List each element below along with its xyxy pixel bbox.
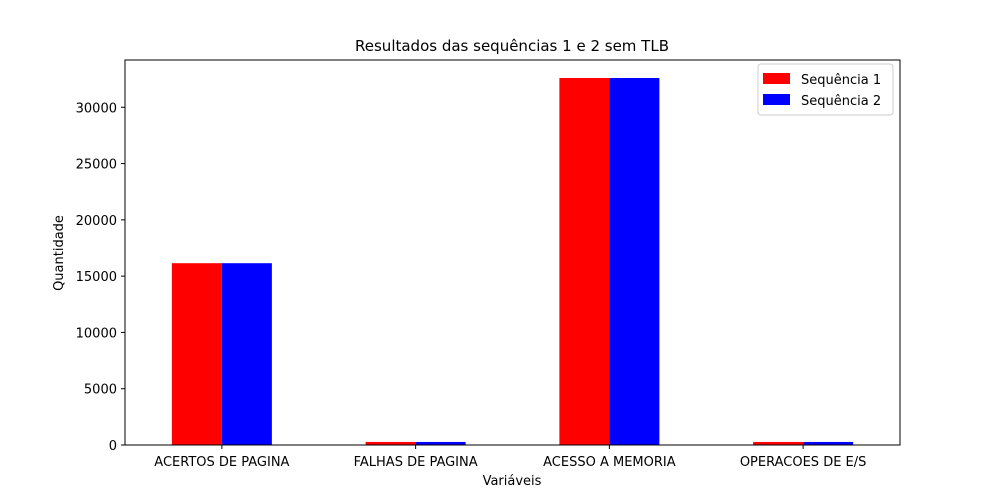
plot-area: ACERTOS DE PAGINA FALHAS DE PAGINA ACESSO … [76,59,901,470]
legend-swatch [763,94,790,105]
y-tick-label: 20000 [76,214,117,229]
x-axis-label: Variáveis [483,474,542,489]
bar [415,441,466,445]
y-tick-label: 30000 [76,101,117,116]
x-tick-label: ACESSO A MEMORIA [543,455,676,470]
legend-swatch [763,73,790,84]
chart-title: Resultados das sequências 1 e 2 sem TLB [355,37,669,55]
bar [803,441,854,445]
y-tick-label: 15000 [76,270,117,285]
legend-label: Sequência 1 [801,73,881,88]
bar [365,441,416,445]
y-tick-label: 5000 [84,383,117,398]
y-tick-label: 10000 [76,326,117,341]
y-tick-label: 0 [109,439,117,454]
bar [559,78,610,446]
y-tick-label: 25000 [76,158,117,173]
x-tick-label: ACERTOS DE PAGINA [154,455,289,470]
bar [753,441,804,445]
legend-label: Sequência 2 [801,94,881,109]
axes-frame [124,59,901,446]
y-axis-label: Quantidade [52,215,67,291]
bar [609,78,660,446]
legend: Sequência 1 Sequência 2 [757,63,894,116]
legend-box [757,63,894,116]
x-tick-label: FALHAS DE PAGINA [354,455,478,470]
bar [221,263,272,445]
x-tick-label: OPERACOES DE E/S [740,455,867,470]
bar [171,263,222,445]
